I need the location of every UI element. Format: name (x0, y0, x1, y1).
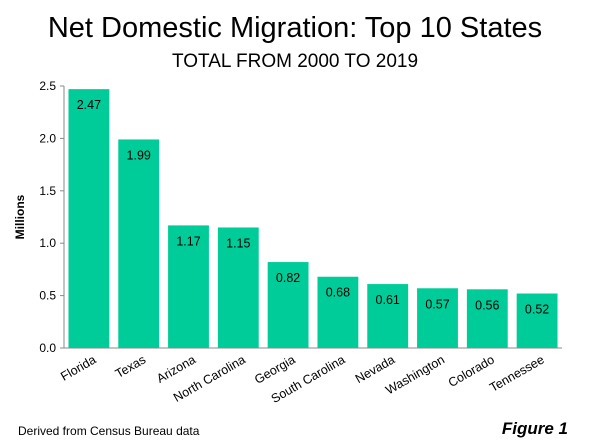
category-label: Texas (113, 352, 148, 380)
bar (417, 288, 458, 348)
y-axis-title: Millions (13, 194, 27, 239)
data-label: 0.61 (376, 293, 400, 307)
category-label: Tennessee (487, 352, 546, 394)
bar (168, 225, 209, 348)
bar (267, 262, 309, 348)
data-label: 0.57 (425, 297, 449, 311)
bar (516, 293, 558, 348)
data-label: 0.52 (525, 303, 549, 317)
bar (68, 89, 110, 349)
y-tick-label: 2.0 (39, 131, 56, 145)
bar (466, 289, 508, 348)
chart-subtitle: TOTAL FROM 2000 TO 2019 (171, 51, 419, 72)
chart-bars (68, 89, 558, 349)
data-label: 0.68 (326, 286, 350, 300)
source-note: Derived from Census Bureau data (18, 424, 200, 438)
bar (118, 139, 160, 348)
data-label: 2.47 (77, 98, 101, 112)
y-tick-label: 2.5 (39, 79, 56, 93)
data-label: 1.99 (127, 148, 151, 162)
category-label: Florida (58, 352, 98, 383)
chart-title: Net Domestic Migration: Top 10 States (47, 12, 543, 44)
y-tick-label: 0.0 (39, 341, 56, 355)
data-label: 1.15 (226, 236, 250, 250)
data-label: 0.82 (276, 271, 300, 285)
bar (317, 276, 359, 348)
bar (217, 227, 259, 348)
figure-label: Figure 1 (501, 419, 568, 438)
bar (367, 284, 409, 348)
y-tick-label: 0.5 (39, 289, 56, 303)
y-tick-label: 1.5 (39, 184, 56, 198)
data-label: 1.17 (176, 234, 200, 248)
chart-axes: 0.0 0.5 1.0 1.5 2.0 2.5 Millions (13, 79, 562, 355)
y-tick-label: 1.0 (39, 236, 56, 250)
data-label: 0.56 (475, 298, 499, 312)
